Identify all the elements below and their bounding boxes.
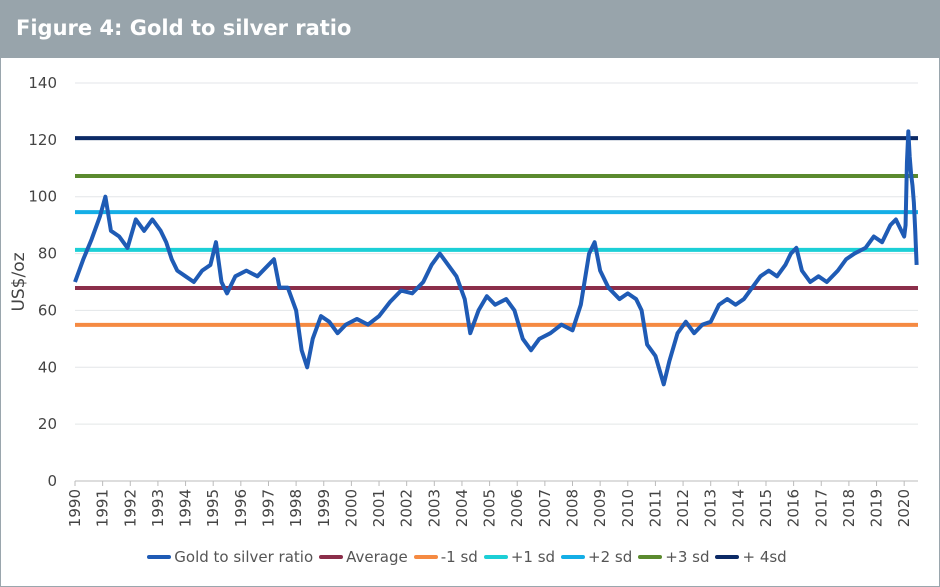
legend-swatch <box>715 555 740 559</box>
x-tick-label: 2009 <box>591 489 609 527</box>
x-tick-label: 1990 <box>66 489 84 527</box>
x-tick-label: 1995 <box>204 489 222 527</box>
legend-label: + 4sd <box>742 548 787 566</box>
x-tick-label: 2006 <box>508 489 526 527</box>
legend: Gold to silver ratio Average -1 sd +1 sd +2 … <box>0 545 940 566</box>
x-tick-label: 1993 <box>149 489 167 527</box>
legend-item: + 4sd <box>715 548 787 566</box>
legend-swatch <box>147 555 172 559</box>
x-tick-label: 2010 <box>619 489 637 527</box>
x-tick-label: 2000 <box>342 489 360 527</box>
legend-item: +3 sd <box>638 548 709 566</box>
legend-swatch <box>483 555 508 559</box>
x-tick-label: 2016 <box>785 489 803 527</box>
x-tick-label: 2019 <box>868 489 886 527</box>
x-tick-label: 2020 <box>895 489 913 527</box>
y-tick-label: 20 <box>38 415 57 433</box>
legend-swatch <box>319 555 344 559</box>
y-tick-label: 60 <box>38 301 57 319</box>
x-tick-label: 2013 <box>702 489 720 527</box>
x-tick-label: 2014 <box>729 489 747 527</box>
legend-swatch <box>413 555 438 559</box>
x-tick-label: 2015 <box>757 489 775 527</box>
x-tick-label: 2007 <box>536 489 554 527</box>
legend-swatch <box>561 555 586 559</box>
y-tick-label: 80 <box>38 245 57 263</box>
legend-item: Average <box>319 548 408 566</box>
x-tick-label: 2017 <box>812 489 830 527</box>
figure-header: Figure 4: Gold to silver ratio <box>0 0 940 58</box>
x-tick-label: 1997 <box>259 489 277 527</box>
x-tick-label: 1994 <box>177 489 195 527</box>
legend-item: Gold to silver ratio <box>147 548 313 566</box>
legend-item: +1 sd <box>483 548 556 566</box>
series-line-gold-to-silver-ratio <box>73 129 919 387</box>
y-tick-label: 40 <box>38 358 57 376</box>
y-tick-label: 140 <box>28 74 57 92</box>
x-tick-label: 1996 <box>232 489 250 527</box>
y-tick-label: 120 <box>28 131 57 149</box>
legend-label: +1 sd <box>510 548 556 566</box>
legend-item: +2 sd <box>561 548 632 566</box>
x-tick-label: 1991 <box>94 489 112 527</box>
x-tick-label: 2018 <box>840 489 858 527</box>
legend-label: -1 sd <box>440 548 478 566</box>
figure-title: Figure 4: Gold to silver ratio <box>16 16 352 40</box>
x-tick-label: 2002 <box>398 489 416 527</box>
legend-label: Gold to silver ratio <box>174 548 314 566</box>
y-tick-label: 100 <box>28 188 57 206</box>
legend-swatch <box>638 555 663 559</box>
x-tick-label: 2012 <box>674 489 692 527</box>
x-tick-label: 1998 <box>287 489 305 527</box>
x-tick-label: 2005 <box>481 489 499 527</box>
x-tick-label: 2008 <box>564 489 582 527</box>
y-tick-label: 0 <box>47 472 57 490</box>
legend-label: Average <box>346 548 408 566</box>
x-tick-label: 1999 <box>315 489 333 527</box>
legend-label: +3 sd <box>665 548 710 566</box>
x-tick-label: 2003 <box>425 489 443 527</box>
x-tick-label: 2011 <box>646 489 664 527</box>
x-tick-label: 2001 <box>370 489 388 527</box>
legend-item: -1 sd <box>413 548 478 566</box>
x-tick-label: 2004 <box>453 489 471 527</box>
x-tick-label: 1992 <box>121 489 139 527</box>
legend-label: +2 sd <box>588 548 633 566</box>
y-axis-label: US$/oz <box>9 252 29 311</box>
